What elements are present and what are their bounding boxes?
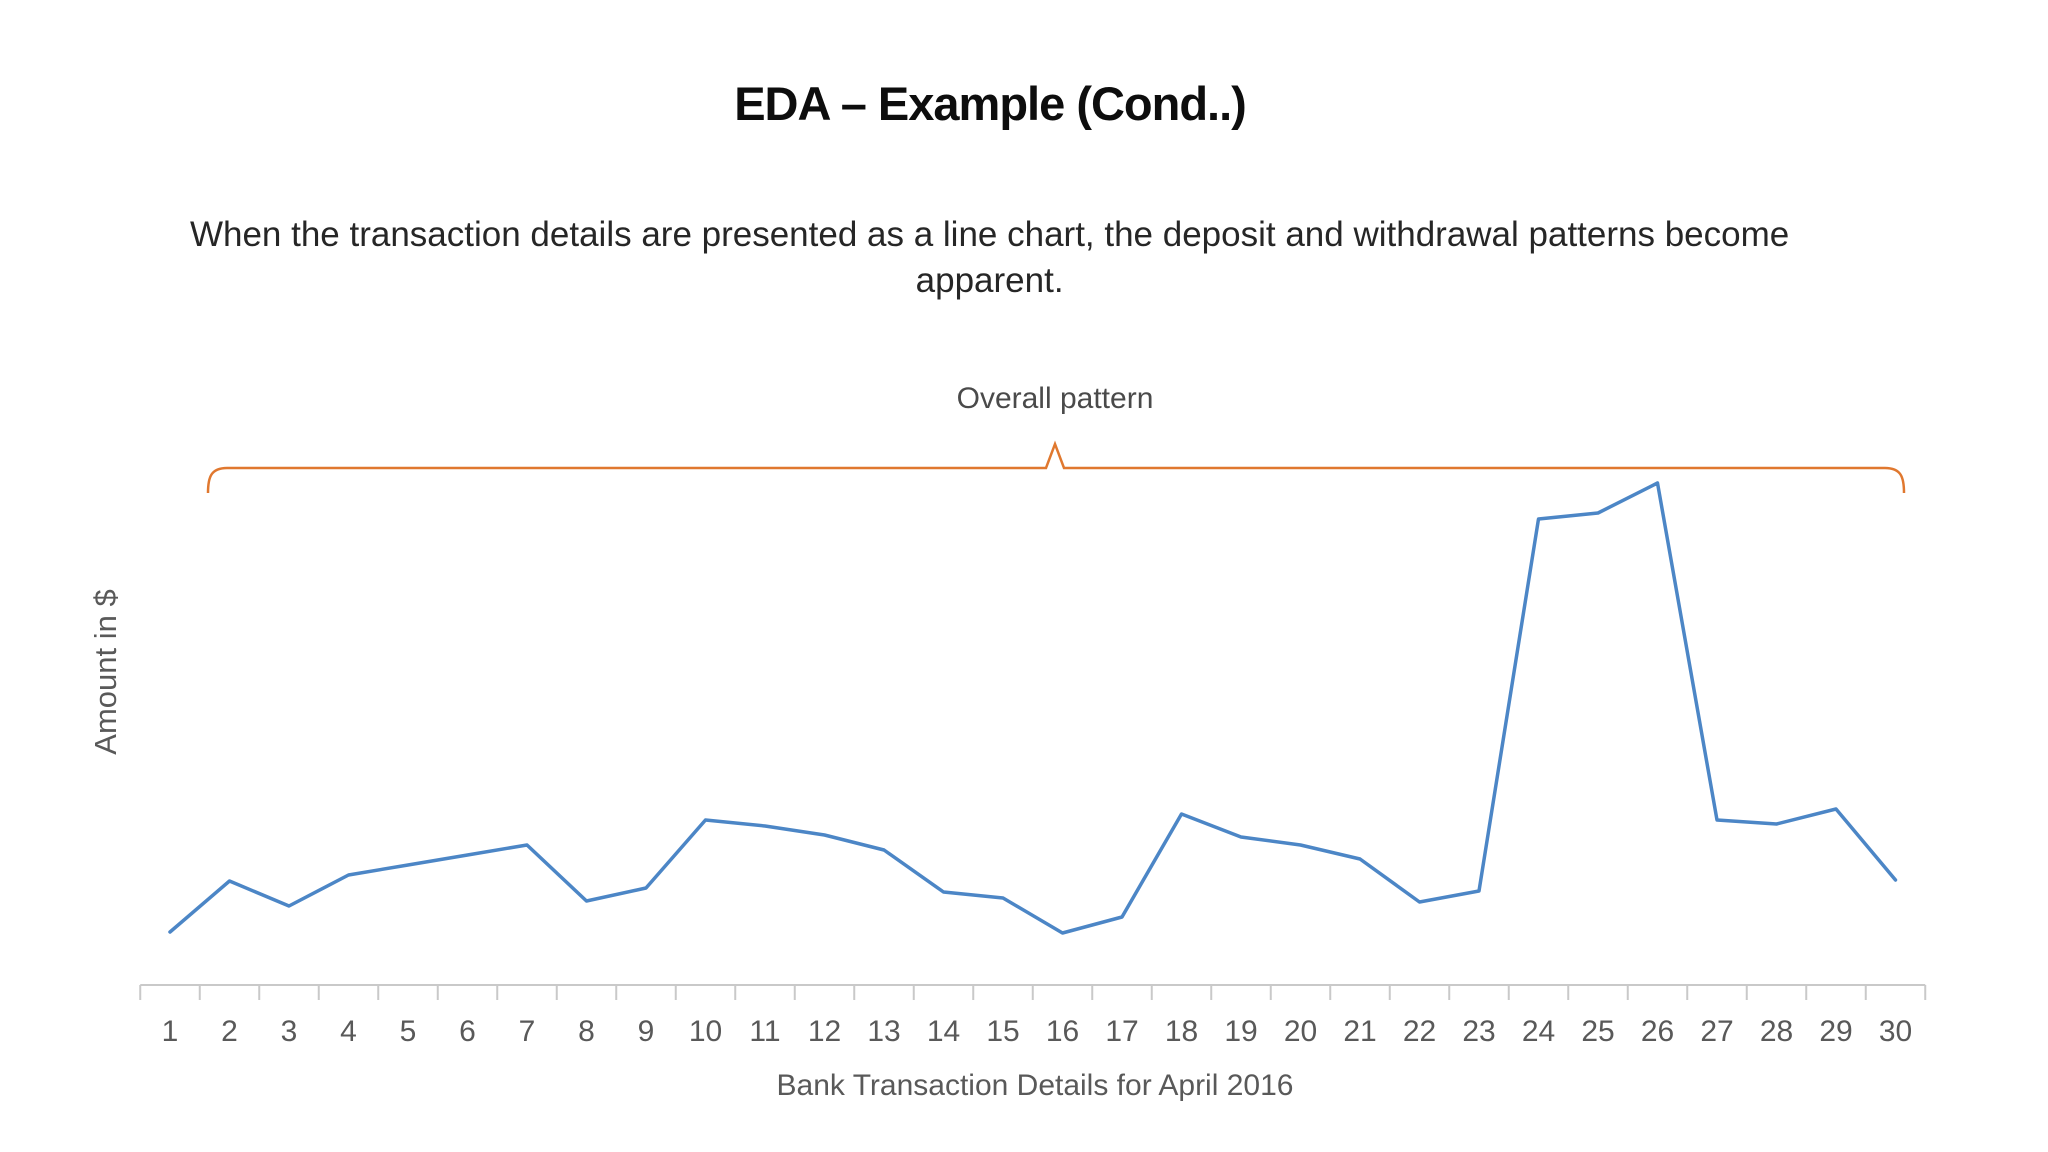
x-tick-label: 27 bbox=[1700, 1015, 1733, 1048]
x-tick-label: 7 bbox=[519, 1015, 536, 1048]
x-tick-label: 14 bbox=[927, 1015, 960, 1048]
x-tick-label: 6 bbox=[459, 1015, 476, 1048]
x-tick-label: 22 bbox=[1403, 1015, 1436, 1048]
y-axis-title: Amount in $ bbox=[88, 589, 123, 754]
x-tick-label: 5 bbox=[400, 1015, 417, 1048]
x-tick-label: 4 bbox=[340, 1015, 357, 1048]
x-tick-label: 23 bbox=[1462, 1015, 1495, 1048]
x-tick-label: 18 bbox=[1165, 1015, 1198, 1048]
x-tick-label: 1 bbox=[162, 1015, 179, 1048]
x-tick-label: 11 bbox=[749, 1015, 780, 1048]
x-tick-label: 25 bbox=[1581, 1015, 1614, 1048]
brace-annotation-icon bbox=[206, 440, 1906, 494]
x-tick-label: 13 bbox=[867, 1015, 900, 1048]
x-tick-label: 24 bbox=[1522, 1015, 1555, 1048]
x-tick-label: 3 bbox=[281, 1015, 298, 1048]
slide-subtitle: When the transaction details are present… bbox=[189, 215, 1790, 301]
x-axis bbox=[139, 984, 1927, 1000]
x-tick-label: 20 bbox=[1284, 1015, 1317, 1048]
x-tick-label: 21 bbox=[1343, 1015, 1376, 1048]
amount-line-series bbox=[168, 481, 1898, 935]
x-tick-label: 8 bbox=[578, 1015, 595, 1048]
x-tick-label: 12 bbox=[808, 1015, 841, 1048]
x-tick-label: 16 bbox=[1046, 1015, 1079, 1048]
x-tick-label: 9 bbox=[638, 1015, 655, 1048]
x-tick-label: 10 bbox=[689, 1015, 722, 1048]
x-axis-labels: 1 2 3 4 5 6 7 8 9 10 11 12 13 14 15 16 17 18 19 20 21 22 23 24 2… bbox=[162, 1015, 1913, 1048]
x-axis-title: Bank Transaction Details for April 2016 bbox=[777, 1069, 1294, 1102]
page-title: EDA – Example (Cond..) bbox=[734, 77, 1247, 130]
x-tick-label: 17 bbox=[1105, 1015, 1138, 1048]
overall-pattern-label: Overall pattern bbox=[956, 382, 1154, 415]
x-tick-label: 29 bbox=[1819, 1015, 1852, 1048]
x-tick-label: 2 bbox=[221, 1015, 238, 1048]
x-tick-label: 30 bbox=[1879, 1015, 1912, 1048]
x-tick-label: 15 bbox=[986, 1015, 1019, 1048]
x-tick-label: 26 bbox=[1641, 1015, 1674, 1048]
x-tick-label: 28 bbox=[1760, 1015, 1793, 1048]
x-tick-label: 19 bbox=[1224, 1015, 1257, 1048]
